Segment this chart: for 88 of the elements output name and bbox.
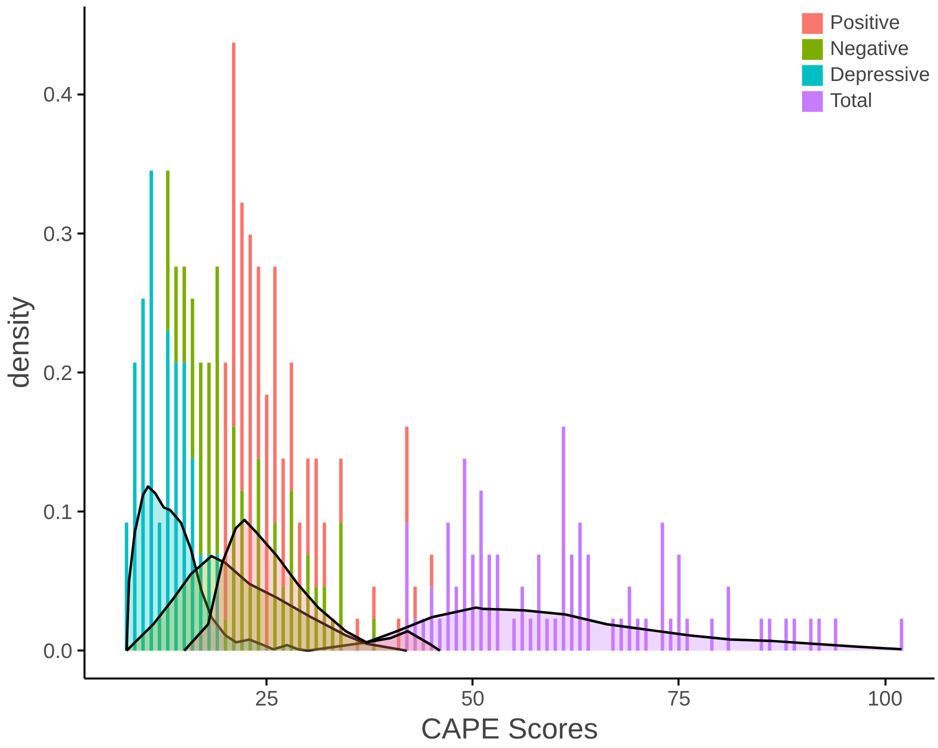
bar	[232, 42, 236, 427]
bar	[636, 618, 640, 651]
legend-label: Total	[830, 90, 872, 112]
bar	[273, 266, 277, 523]
y-tick-label: 0.3	[43, 222, 73, 246]
bar	[224, 362, 228, 619]
bar	[685, 618, 689, 651]
bar	[760, 618, 764, 651]
y-tick-label: 0.0	[43, 640, 73, 664]
bar	[166, 170, 170, 331]
bar	[644, 618, 648, 651]
bar	[150, 170, 154, 651]
bar	[462, 458, 466, 651]
x-tick-label: 50	[461, 688, 484, 710]
bar	[586, 554, 590, 651]
legend-label: Depressive	[830, 64, 930, 86]
bar	[141, 298, 145, 651]
bar	[322, 522, 326, 587]
bar	[438, 618, 442, 651]
bar	[660, 522, 664, 651]
bar	[479, 490, 483, 651]
bar	[256, 266, 260, 459]
bar	[710, 618, 714, 651]
bar	[900, 618, 904, 651]
bar	[726, 586, 730, 651]
bar	[446, 522, 450, 651]
bar	[256, 458, 260, 651]
bar	[232, 426, 236, 651]
bar	[133, 362, 137, 651]
bar	[281, 586, 285, 651]
x-tick-label: 25	[255, 688, 278, 710]
bar	[768, 618, 772, 651]
bar	[668, 618, 672, 651]
legend-label: Negative	[830, 38, 909, 60]
x-axis-title: CAPE Scores	[420, 714, 598, 746]
bar	[182, 362, 186, 651]
bar	[240, 490, 244, 651]
bar	[306, 458, 310, 555]
bar	[199, 362, 202, 555]
bar	[264, 394, 268, 651]
bar	[528, 618, 532, 651]
bar	[554, 618, 557, 651]
bar	[677, 554, 681, 651]
bar	[628, 586, 632, 651]
bar	[619, 618, 623, 651]
bar	[306, 554, 310, 651]
bar	[182, 266, 186, 363]
bar	[809, 618, 813, 651]
bar	[240, 202, 244, 491]
bar	[158, 522, 162, 651]
bar	[471, 554, 475, 651]
bar	[520, 586, 524, 651]
bar	[430, 586, 434, 651]
bar	[281, 458, 285, 587]
bar	[290, 490, 294, 651]
y-tick-label: 0.2	[43, 362, 73, 385]
y-axis-title: density	[3, 296, 36, 388]
bar	[784, 618, 788, 651]
legend-label: Positive	[830, 12, 900, 34]
bar	[314, 458, 318, 587]
bar	[298, 522, 302, 587]
bar	[405, 426, 409, 523]
bar	[166, 330, 170, 651]
bar	[792, 618, 796, 651]
bar	[372, 586, 376, 619]
x-tick-label: 75	[667, 688, 691, 710]
bar	[405, 522, 409, 651]
bar	[273, 522, 277, 651]
bar	[290, 362, 294, 491]
bar	[611, 618, 615, 651]
bar	[430, 554, 434, 587]
bar	[339, 522, 343, 651]
bar	[216, 266, 219, 555]
bar	[817, 618, 821, 651]
bar	[454, 586, 458, 651]
bar	[488, 554, 492, 651]
bar	[248, 586, 252, 651]
y-tick-label: 0.1	[43, 501, 73, 524]
bar	[248, 234, 252, 587]
bar	[834, 618, 838, 651]
bar	[512, 618, 516, 651]
bar	[496, 554, 500, 651]
bar	[339, 458, 343, 523]
bar	[413, 586, 417, 619]
y-tick-label: 0.4	[43, 84, 73, 107]
bar	[537, 554, 540, 651]
x-tick-label: 100	[868, 688, 903, 710]
bar	[570, 554, 574, 651]
